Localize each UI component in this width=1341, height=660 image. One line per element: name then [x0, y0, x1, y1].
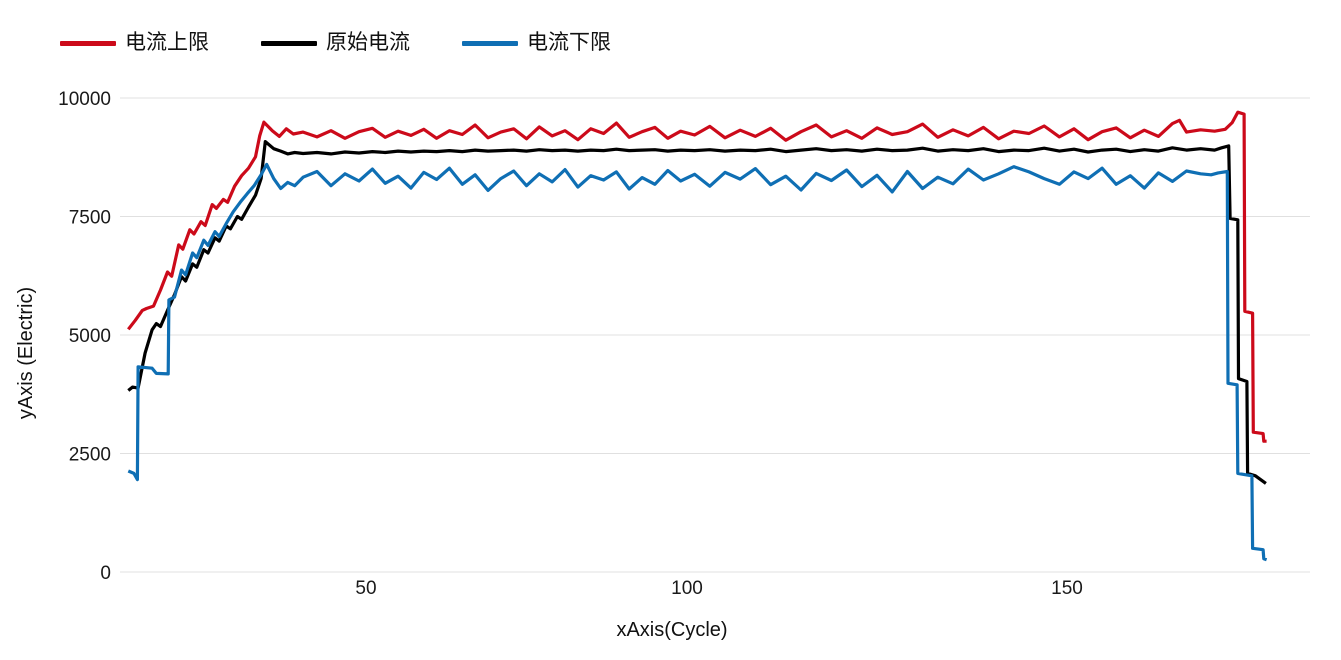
y-tick-0: 0	[100, 563, 111, 584]
legend-label-lower-limit: 电流下限	[527, 31, 611, 54]
plot-lines	[127, 110, 1268, 562]
series-line-lower-limit	[127, 162, 1268, 562]
x-axis-title: xAxis(Cycle)	[616, 619, 727, 641]
legend-swatch-lower-limit	[462, 40, 518, 46]
y-tick-2500: 2500	[69, 445, 111, 466]
y-tick-10000: 10000	[58, 89, 111, 110]
legend-item-upper-limit[interactable]: 电流上限	[60, 31, 209, 55]
legend-label-original: 原始电流	[326, 31, 410, 54]
legend-swatch-upper-limit	[60, 40, 116, 46]
x-tick-100: 100	[671, 578, 703, 599]
legend-label-upper-limit: 电流上限	[125, 31, 209, 54]
series-line-original	[127, 140, 1267, 485]
y-tick-7500: 7500	[69, 208, 111, 229]
series-line-upper-limit	[127, 110, 1267, 443]
legend: 电流上限 原始电流 电流下限	[60, 31, 611, 55]
x-tick-150: 150	[1051, 578, 1083, 599]
x-tick-50: 50	[355, 578, 376, 599]
y-axis-title: yAxis (Electric)	[15, 287, 37, 419]
legend-item-original[interactable]: 原始电流	[261, 31, 410, 55]
y-tick-5000: 5000	[69, 326, 111, 347]
legend-swatch-original	[261, 40, 317, 46]
legend-item-lower-limit[interactable]: 电流下限	[462, 31, 611, 55]
